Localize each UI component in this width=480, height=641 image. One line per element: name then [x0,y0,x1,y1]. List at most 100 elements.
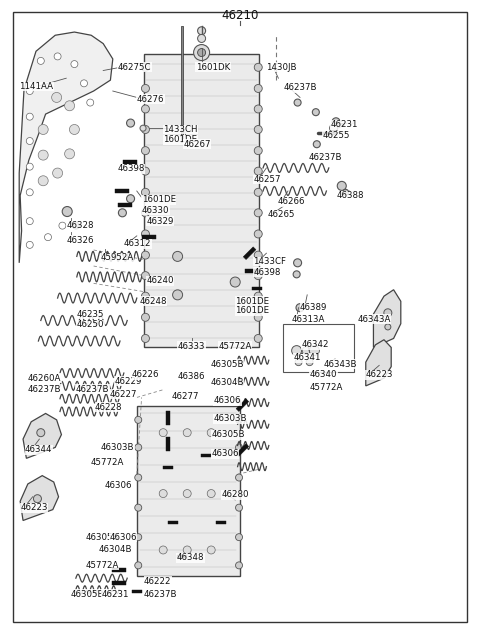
Bar [245,269,259,272]
Circle shape [230,277,240,287]
Circle shape [302,347,310,354]
Text: 45772A: 45772A [218,342,252,351]
Circle shape [70,124,79,135]
Bar [202,454,211,456]
Circle shape [26,242,33,248]
Text: 46280: 46280 [222,490,249,499]
Circle shape [135,417,142,423]
Circle shape [295,359,302,365]
Text: 46277: 46277 [172,392,199,401]
Text: 46389: 46389 [300,303,327,312]
Circle shape [142,63,149,71]
Text: 1601DK: 1601DK [196,63,230,72]
Polygon shape [19,32,113,263]
Circle shape [142,188,149,196]
Circle shape [71,61,78,67]
Bar [283,324,354,372]
Text: 46303B: 46303B [214,414,247,423]
Circle shape [183,546,191,554]
Circle shape [135,474,142,481]
Text: 46235: 46235 [77,310,104,319]
Circle shape [26,113,33,120]
Text: 46231: 46231 [102,590,129,599]
Circle shape [119,209,126,217]
Text: 46326: 46326 [66,236,94,245]
Circle shape [183,429,191,437]
Text: 46341: 46341 [294,353,321,362]
Text: 46255: 46255 [323,131,350,140]
Circle shape [34,495,41,503]
Circle shape [236,417,242,423]
Circle shape [254,313,262,321]
Text: 1601DE: 1601DE [235,297,269,306]
Text: 46229: 46229 [114,377,142,386]
Circle shape [313,141,320,147]
Circle shape [207,490,215,497]
Text: 46329: 46329 [146,217,174,226]
Bar [243,247,256,260]
Bar [115,189,130,193]
Text: 46228: 46228 [95,403,122,412]
Text: 46227: 46227 [109,390,137,399]
Text: 46330: 46330 [142,206,169,215]
Circle shape [127,195,134,203]
Circle shape [26,163,33,170]
Circle shape [142,105,149,113]
Circle shape [254,105,262,113]
Bar [112,569,126,572]
Bar [137,406,240,576]
Circle shape [142,335,149,342]
Circle shape [62,206,72,217]
Text: 46240: 46240 [146,276,174,285]
Circle shape [294,259,301,267]
Bar [122,160,137,163]
Circle shape [142,313,149,321]
Circle shape [142,251,149,259]
Text: 46305B: 46305B [210,360,244,369]
Text: 46304B: 46304B [98,545,132,554]
Text: 46305B: 46305B [71,590,105,599]
Circle shape [254,230,262,238]
Circle shape [159,429,167,437]
Circle shape [337,181,346,190]
Text: 46223: 46223 [20,503,48,512]
Text: 46222: 46222 [144,577,171,586]
Text: 45772A: 45772A [90,458,124,467]
Text: 46226: 46226 [132,370,159,379]
Circle shape [159,490,167,497]
Circle shape [385,324,391,330]
Circle shape [142,85,149,92]
Circle shape [330,124,337,132]
Circle shape [183,490,191,497]
Circle shape [59,222,66,229]
Text: 1430JB: 1430JB [266,63,297,72]
Circle shape [198,35,205,42]
Bar [252,287,262,290]
Circle shape [72,222,79,229]
Circle shape [292,345,301,356]
Circle shape [142,230,149,238]
Bar [166,437,170,451]
Circle shape [26,218,33,224]
Circle shape [306,359,313,365]
Text: 1141AA: 1141AA [19,82,53,91]
Polygon shape [373,290,401,347]
Circle shape [254,147,262,154]
Circle shape [65,149,74,159]
Text: 1433CH: 1433CH [163,125,198,134]
Text: 45772A: 45772A [85,561,119,570]
Text: 46257: 46257 [253,175,281,184]
Text: 46343A: 46343A [358,315,391,324]
Text: 46237B: 46237B [76,385,109,394]
Circle shape [159,546,167,554]
Text: 46248: 46248 [139,297,167,306]
Bar [142,235,156,239]
Circle shape [236,444,242,451]
Circle shape [236,562,242,569]
Bar [144,54,259,347]
Circle shape [142,167,149,175]
Circle shape [236,534,242,540]
Circle shape [127,119,134,127]
Text: 46210: 46210 [221,9,259,22]
Bar [112,581,126,585]
